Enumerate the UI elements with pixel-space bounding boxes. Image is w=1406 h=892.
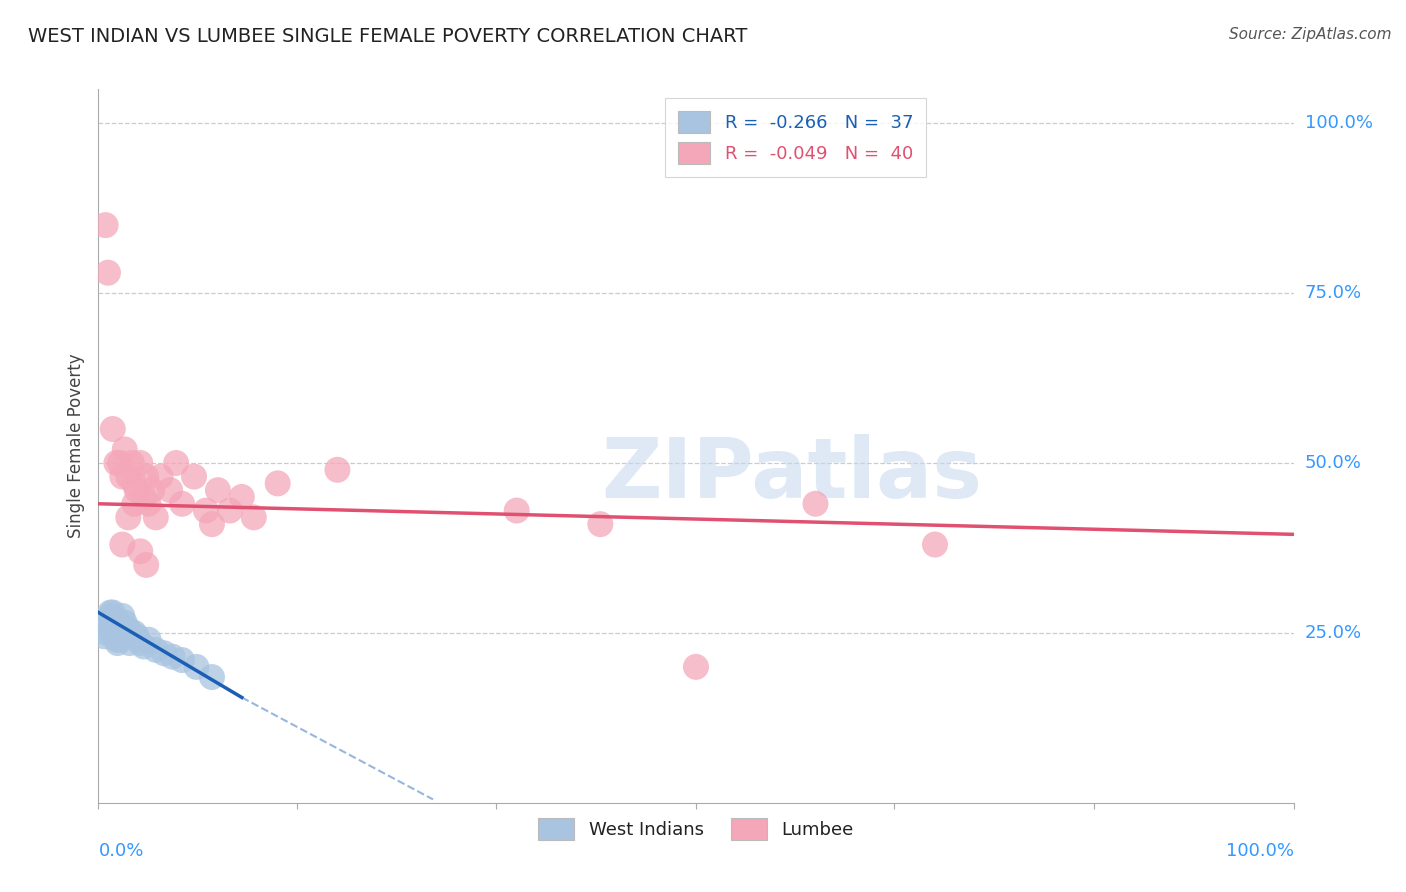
- Point: [110, 619, 132, 633]
- Point: [685, 660, 707, 674]
- Point: [195, 503, 218, 517]
- Point: [105, 626, 128, 640]
- Point: [124, 476, 146, 491]
- Point: [108, 632, 131, 647]
- Point: [129, 544, 152, 558]
- Point: [145, 643, 167, 657]
- Point: [98, 612, 121, 626]
- Point: [201, 670, 224, 684]
- Point: [105, 456, 128, 470]
- Point: [506, 503, 529, 517]
- Point: [98, 608, 122, 623]
- Point: [124, 497, 146, 511]
- Point: [97, 266, 120, 280]
- Point: [165, 456, 187, 470]
- Point: [111, 608, 134, 623]
- Point: [111, 626, 134, 640]
- Text: Source: ZipAtlas.com: Source: ZipAtlas.com: [1229, 27, 1392, 42]
- Text: WEST INDIAN VS LUMBEE SINGLE FEMALE POVERTY CORRELATION CHART: WEST INDIAN VS LUMBEE SINGLE FEMALE POVE…: [28, 27, 748, 45]
- Point: [135, 469, 157, 483]
- Text: 0.0%: 0.0%: [98, 842, 143, 860]
- Point: [132, 490, 155, 504]
- Point: [104, 623, 127, 637]
- Point: [138, 497, 160, 511]
- Point: [153, 646, 176, 660]
- Point: [117, 469, 139, 483]
- Point: [111, 537, 134, 551]
- Point: [117, 623, 139, 637]
- Text: 100.0%: 100.0%: [1305, 114, 1372, 132]
- Point: [107, 636, 129, 650]
- Point: [114, 442, 136, 457]
- Point: [135, 558, 157, 572]
- Point: [94, 218, 117, 232]
- Point: [172, 497, 194, 511]
- Point: [207, 483, 229, 498]
- Point: [159, 483, 181, 498]
- Point: [145, 510, 167, 524]
- Y-axis label: Single Female Poverty: Single Female Poverty: [67, 354, 86, 538]
- Point: [804, 497, 827, 511]
- Point: [141, 483, 163, 498]
- Point: [118, 636, 141, 650]
- Legend: West Indians, Lumbee: West Indians, Lumbee: [531, 811, 860, 847]
- Point: [111, 469, 134, 483]
- Point: [103, 629, 125, 643]
- Point: [107, 615, 129, 630]
- Point: [107, 629, 129, 643]
- Point: [589, 517, 612, 532]
- Point: [101, 606, 124, 620]
- Point: [129, 456, 152, 470]
- Point: [267, 476, 290, 491]
- Point: [98, 615, 122, 630]
- Text: 50.0%: 50.0%: [1305, 454, 1361, 472]
- Point: [93, 629, 115, 643]
- Point: [231, 490, 253, 504]
- Point: [132, 640, 155, 654]
- Point: [149, 469, 172, 483]
- Point: [125, 629, 148, 643]
- Point: [115, 629, 138, 643]
- Point: [105, 632, 128, 647]
- Point: [172, 653, 194, 667]
- Point: [108, 456, 131, 470]
- Point: [326, 463, 349, 477]
- Point: [219, 503, 242, 517]
- Point: [101, 422, 124, 436]
- Point: [183, 469, 205, 483]
- Point: [186, 660, 208, 674]
- Point: [124, 626, 146, 640]
- Point: [121, 456, 143, 470]
- Point: [96, 626, 118, 640]
- Point: [138, 632, 160, 647]
- Point: [201, 517, 224, 532]
- Point: [108, 623, 131, 637]
- Point: [97, 619, 120, 633]
- Point: [924, 537, 946, 551]
- Point: [125, 483, 148, 498]
- Text: 100.0%: 100.0%: [1226, 842, 1294, 860]
- Point: [98, 606, 122, 620]
- Point: [129, 636, 152, 650]
- Point: [114, 615, 136, 630]
- Text: 75.0%: 75.0%: [1305, 284, 1362, 302]
- Point: [243, 510, 266, 524]
- Point: [117, 510, 139, 524]
- Text: ZIPatlas: ZIPatlas: [602, 434, 981, 515]
- Text: 25.0%: 25.0%: [1305, 624, 1362, 642]
- Point: [162, 649, 184, 664]
- Point: [101, 619, 124, 633]
- Point: [98, 623, 122, 637]
